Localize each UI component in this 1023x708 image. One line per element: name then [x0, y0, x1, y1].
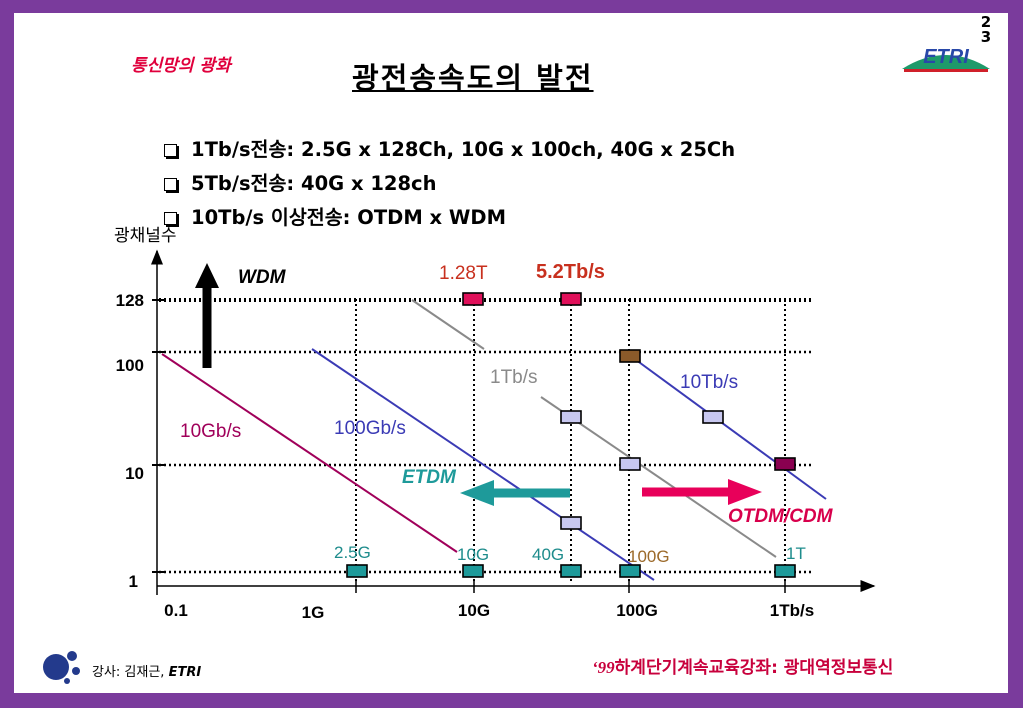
capacity-label: 100Gb/s [334, 418, 406, 439]
rate-label: 10G [457, 545, 489, 564]
etdm-arrow-head [460, 480, 494, 506]
y-tick-label: 100 [116, 356, 144, 375]
x-tick-label: 0.1 [164, 601, 188, 620]
data-point-marker [619, 349, 641, 363]
y-tick-label: 128 [116, 291, 144, 310]
capacity-line-10gbs [161, 353, 458, 553]
checkbox-bullet-icon [164, 211, 177, 225]
etri-logo: ETRI [902, 46, 990, 72]
technique-label: OTDM/CDM [728, 506, 834, 527]
slide-title: 광전송속도의 발전 [352, 61, 594, 95]
capacity-line-100gbs [311, 348, 655, 581]
bullet-item: 10Tb/s 이상전송: OTDM x WDM [164, 201, 735, 235]
data-point-marker [462, 564, 484, 578]
data-point-marker [560, 516, 582, 530]
gridlines [159, 298, 814, 583]
data-point-marker [774, 457, 796, 471]
bullet-item: 5Tb/s전송: 40G x 128ch [164, 167, 735, 201]
data-point-marker [774, 564, 796, 578]
y-axis-label: 광채널수 [114, 226, 177, 245]
capacity-chart: 광채널수 128 100 10 1 [114, 226, 876, 622]
course-title: ‘99하계단기계속교육강좌: 광대역정보통신 [592, 658, 894, 678]
bullet-list: 1Tb/s전송: 2.5G x 128Ch, 10G x 100ch, 40G … [164, 133, 735, 235]
milestone-label: 1.28T [439, 263, 488, 284]
rate-label: 40G [532, 545, 564, 564]
section-topic: 통신망의 광화 [131, 56, 231, 76]
data-point-marker [462, 292, 484, 306]
page-number-digit: 3 [980, 28, 992, 46]
x-tick-label: 1Tb/s [770, 601, 814, 620]
etri-logo-text: ETRI [923, 46, 969, 68]
x-tick-label: 10G [458, 601, 490, 620]
data-point-marker [702, 410, 724, 424]
checkbox-bullet-icon [164, 143, 177, 157]
y-tick-label: 10 [125, 464, 144, 483]
company-logo [43, 651, 80, 684]
milestone-label: 5.2Tb/s [536, 261, 605, 283]
rate-label: 1T [786, 544, 806, 563]
page-number: 2 3 [979, 15, 993, 45]
bullet-item: 1Tb/s전송: 2.5G x 128Ch, 10G x 100ch, 40G … [164, 133, 735, 167]
data-point-marker [346, 564, 368, 578]
data-point-marker [560, 564, 582, 578]
page-number-digit: 2 [980, 13, 992, 31]
x-tick-label: 1G [302, 603, 325, 622]
technique-label: ETDM [402, 467, 457, 488]
data-point-marker [560, 292, 582, 306]
y-tick-label: 1 [129, 572, 138, 591]
rate-label: 2.5G [334, 543, 371, 562]
instructor-credit: 강사: 김재근, ETRI [92, 665, 202, 680]
capacity-label: 10Gb/s [180, 421, 241, 442]
x-tick-label: 100G [616, 601, 658, 620]
technique-label: WDM [238, 267, 287, 288]
rate-label: 100G [628, 547, 670, 566]
wdm-arrow-head [195, 263, 219, 288]
data-point-marker [560, 410, 582, 424]
capacity-line-1tbs [411, 299, 485, 350]
data-point-marker [619, 457, 641, 471]
otdm-arrow-head [728, 479, 762, 505]
data-point-marker [619, 564, 641, 578]
slide: 2 3 통신망의 광화 광전송속도의 발전 ETRI 1Tb/s전송: 2.5G… [14, 13, 1008, 693]
capacity-label: 10Tb/s [680, 372, 738, 393]
capacity-label: 1Tb/s [490, 367, 538, 388]
capacity-line-10tbs [631, 356, 827, 500]
checkbox-bullet-icon [164, 177, 177, 191]
